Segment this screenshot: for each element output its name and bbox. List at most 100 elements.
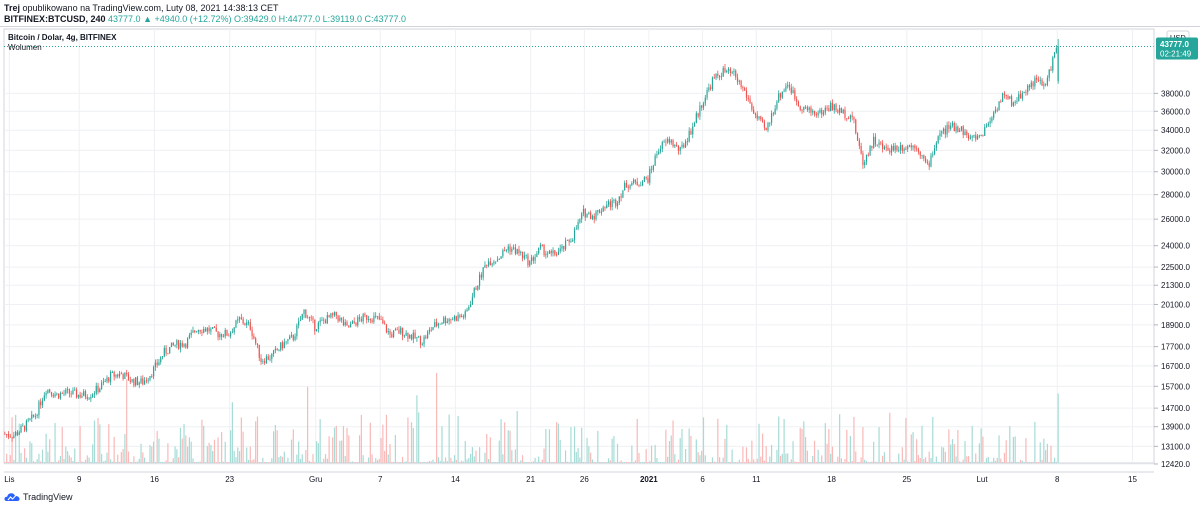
volume-bar	[561, 461, 563, 463]
volume-bar	[49, 439, 51, 463]
candle-body	[839, 108, 841, 113]
volume-bar	[461, 460, 463, 463]
candle-body	[353, 321, 355, 323]
candle-body	[72, 390, 74, 395]
candle-body	[925, 158, 927, 163]
volume-bar	[158, 438, 160, 463]
candle-body	[706, 90, 708, 98]
candle-body	[97, 385, 99, 393]
volume-bar	[450, 457, 452, 463]
volume-bar	[378, 458, 380, 463]
candle-body	[932, 154, 934, 156]
volume-bar	[593, 461, 595, 463]
publish-text: opublikowano na TradingView.com, Luty 08…	[22, 3, 279, 13]
candle-body	[813, 110, 816, 115]
candle-body	[582, 208, 585, 214]
candle-body	[244, 323, 246, 326]
volume-bar	[831, 446, 834, 463]
candle-body	[208, 327, 210, 332]
price-tick-label: 36000.0	[1161, 107, 1190, 116]
candle-body	[68, 388, 70, 394]
volume-bar	[271, 458, 273, 463]
candle-body	[1000, 101, 1002, 103]
price-tick-label: 28000.0	[1161, 191, 1190, 200]
volume-bar	[466, 459, 468, 463]
candle-body	[206, 327, 208, 332]
candle-body	[126, 372, 128, 375]
volume-bar	[706, 462, 708, 463]
volume-bar	[606, 461, 608, 463]
candle-body	[161, 356, 164, 358]
volume-bar	[676, 462, 678, 463]
candle-body	[224, 330, 226, 337]
candle-body	[727, 68, 730, 71]
candle-body	[41, 400, 44, 406]
volume-bar	[296, 454, 298, 463]
volume-bar	[1027, 462, 1029, 463]
volume-bar	[905, 418, 907, 463]
candle-body	[650, 168, 653, 170]
candle-body	[437, 323, 439, 326]
volume-bar	[43, 462, 45, 463]
candle-body	[135, 377, 137, 386]
volume-bar	[520, 460, 522, 463]
price-tick-label: 32000.0	[1161, 146, 1190, 155]
candle-body	[563, 246, 565, 250]
candle-body	[670, 140, 672, 143]
volume-bar	[242, 431, 244, 463]
candle-body	[31, 414, 33, 419]
candle-body	[484, 265, 486, 268]
volume-bar	[95, 462, 97, 463]
candlestick-chart[interactable]: 38000.0 36000.0 34000.0 32000.0 30000.0 28000…	[0, 27, 1200, 491]
volume-bar	[504, 422, 506, 463]
candle-body	[867, 154, 869, 156]
volume-bar	[47, 451, 49, 463]
candle-body	[735, 70, 737, 78]
volume-bar	[61, 427, 63, 463]
volume-bar	[686, 462, 688, 463]
volume-bar	[742, 446, 744, 463]
candle-body	[717, 73, 719, 76]
volume-bar	[1003, 452, 1006, 463]
volume-bar	[154, 462, 156, 463]
candle-body	[452, 319, 454, 321]
candle-body	[557, 251, 560, 256]
candle-body	[222, 336, 225, 338]
candle-body	[242, 319, 244, 324]
volume-bar	[102, 461, 105, 463]
price-tick-label: 26000.0	[1161, 215, 1190, 224]
candle-body	[88, 398, 90, 400]
candle-body	[430, 329, 432, 331]
volume-bar	[197, 462, 199, 463]
volume-bar	[204, 462, 207, 463]
candle-body	[333, 311, 336, 316]
candle-body	[975, 135, 977, 140]
volume-bar	[641, 462, 644, 463]
volume-bar	[77, 462, 79, 463]
volume-bar	[470, 453, 472, 463]
volume-bar	[778, 416, 780, 463]
candle-body	[439, 323, 441, 325]
candle-body	[351, 321, 354, 324]
volume-bar	[647, 462, 649, 463]
candle-body	[711, 77, 714, 90]
volume-bar	[1016, 462, 1018, 463]
volume-bar	[258, 462, 260, 463]
candle-body	[274, 348, 276, 351]
candle-body	[136, 377, 139, 385]
volume-bar	[274, 424, 276, 463]
candle-body	[554, 250, 556, 255]
candle-body	[720, 76, 723, 78]
candle-body	[695, 113, 697, 124]
volume-bar	[710, 462, 712, 463]
volume-bar	[249, 446, 251, 463]
volume-bar	[278, 457, 280, 463]
volume-bar	[487, 459, 490, 463]
time-tick-label: 14	[451, 475, 460, 484]
volume-bar	[59, 455, 62, 463]
time-tick-label: 26	[580, 475, 589, 484]
volume-bar	[471, 447, 474, 463]
footer-brand[interactable]: TradingView	[4, 492, 73, 502]
volume-bar	[659, 462, 662, 463]
volume-bar	[25, 457, 27, 463]
